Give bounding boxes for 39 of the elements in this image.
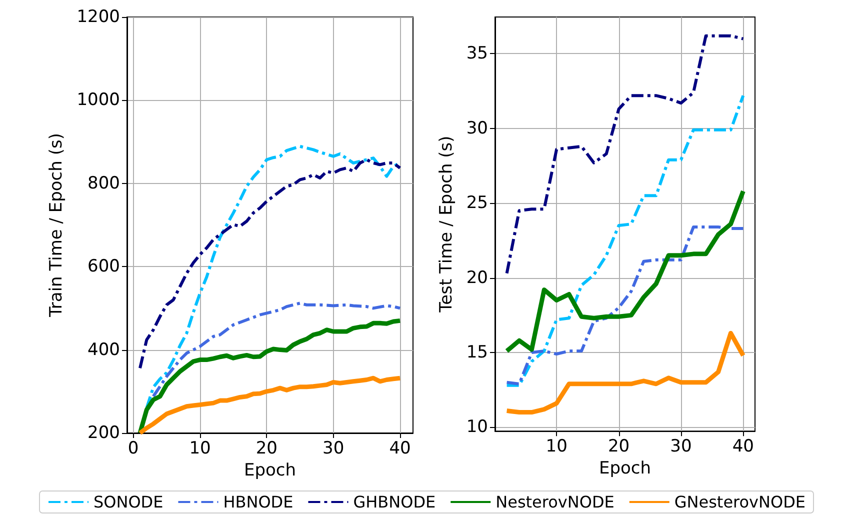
y-tick-label: 1000: [76, 90, 120, 110]
line-series: [138, 376, 402, 436]
legend-label: SONODE: [93, 492, 164, 512]
y-axis-title: Test Time / Epoch (s): [436, 136, 456, 314]
x-tick-label: 30: [322, 438, 344, 458]
y-tick-label: 400: [88, 340, 120, 360]
legend-label: GHBNODE: [353, 492, 436, 512]
x-tick-label: 10: [546, 436, 568, 457]
legend-label: NesterovNODE: [496, 492, 614, 512]
x-axis-title: Epoch: [598, 458, 652, 478]
line-series: [505, 226, 745, 386]
y-tick-label: 30: [466, 118, 488, 138]
legend-label: HBNODE: [223, 492, 294, 512]
y-tick-label: 600: [88, 256, 120, 277]
legend-label: GNesterovNODE: [674, 492, 806, 512]
x-tick-label: 10: [189, 438, 211, 458]
y-tick-label: 10: [466, 417, 488, 438]
y-tick-label: 35: [466, 44, 488, 64]
y-tick-label: 1200: [76, 7, 120, 27]
line-series: [138, 318, 402, 436]
y-tick-label: 25: [466, 193, 488, 214]
y-tick-label: 15: [466, 342, 488, 363]
x-tick-label: 40: [732, 436, 754, 457]
line-series: [152, 302, 402, 398]
line-series: [504, 188, 746, 354]
x-tick-label: 0: [128, 438, 139, 458]
y-axis-title: Train Time / Epoch (s): [46, 133, 66, 318]
line-series: [505, 34, 745, 275]
line-series: [504, 330, 746, 415]
y-tick-label: 20: [466, 268, 488, 288]
y-tick-label: 800: [88, 173, 120, 194]
x-tick-label: 30: [670, 436, 692, 457]
x-tick-label: 20: [256, 438, 278, 458]
x-tick-label: 20: [608, 436, 630, 457]
y-tick-label: 200: [88, 423, 120, 443]
x-axis-title: Epoch: [244, 460, 296, 480]
line-series: [138, 158, 402, 370]
line-series: [505, 94, 745, 387]
x-tick-label: 40: [389, 438, 411, 458]
